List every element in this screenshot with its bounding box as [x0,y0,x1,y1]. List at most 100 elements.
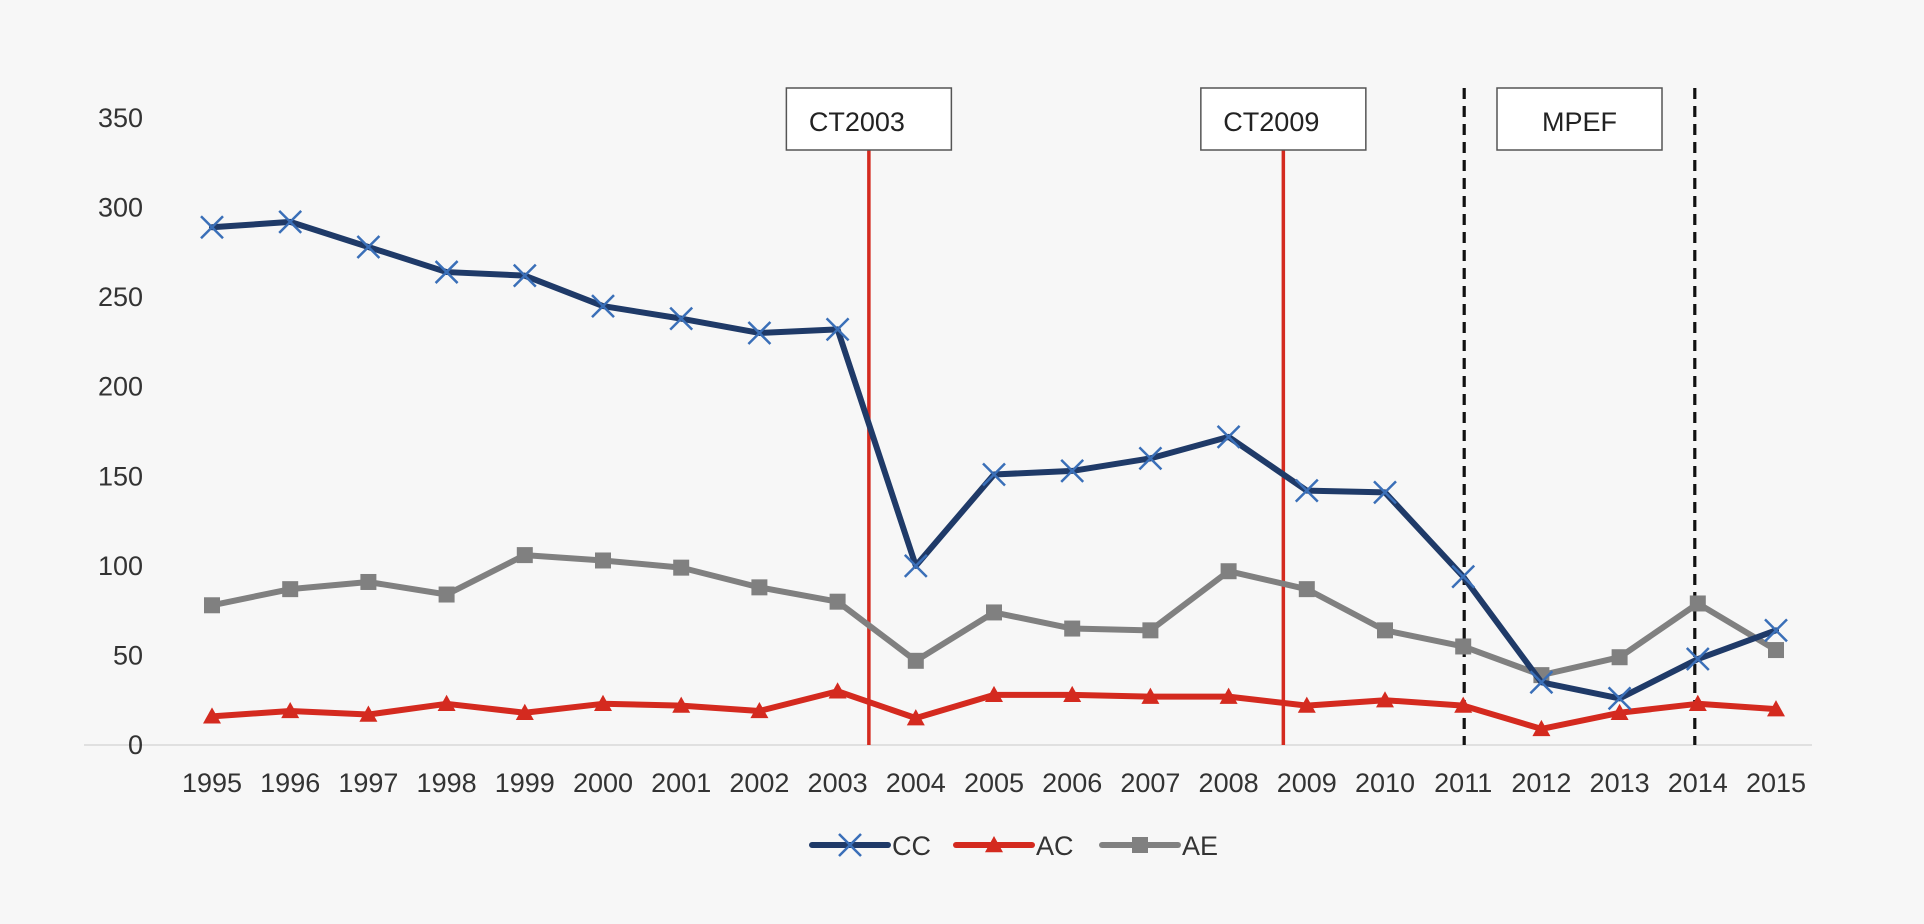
x-tick-label: 2001 [651,768,711,798]
x-tick-label: 1999 [495,768,555,798]
data-point-ac [1610,703,1629,720]
data-point-ae [829,593,846,610]
data-point-cc [591,294,615,318]
data-point-cc [1060,459,1085,483]
x-tick-label: 2008 [1199,768,1259,798]
x-tick-label: 2013 [1590,768,1650,798]
x-tick-label: 2014 [1668,768,1728,798]
x-tick-label: 1998 [417,768,477,798]
data-point-cc [982,462,1006,487]
data-point-cc [1216,424,1241,449]
data-point-ae [1298,581,1315,598]
data-point-ac [1063,685,1082,703]
data-point-cc [825,317,850,342]
data-point-ac [359,705,378,722]
data-point-ae [1064,620,1081,637]
data-point-ae [907,652,924,669]
axes: 0 50 100 150 200 250 300 350 1995 1996 1997 1998 199… [84,103,1812,798]
data-point-ac [1454,696,1473,713]
data-point-ae [516,547,533,564]
x-tick-label: 2007 [1120,768,1180,798]
data-point-ac [828,682,847,699]
data-point-ac [203,707,221,724]
x-tick-label: 2002 [729,768,789,798]
data-point-cc [1294,478,1319,503]
data-point-ae [1377,622,1393,639]
data-point-cc [200,215,224,240]
data-point-ac [594,694,612,711]
x-tick-label: 2000 [573,768,633,798]
data-point-ae [673,559,690,576]
event-label: CT2003 [809,107,905,137]
data-point-ac [281,701,300,719]
series-ae [204,547,1784,684]
data-point-ac [1219,687,1238,704]
data-point-ae [360,573,377,590]
data-point-ac [1297,696,1316,713]
y-tick-label: 150 [98,461,143,491]
data-point-cc [903,553,928,578]
data-point-cc [434,260,459,284]
x-tick-label: 2009 [1277,768,1337,798]
y-tick-label: 250 [98,282,143,312]
y-tick-label: 300 [98,193,143,223]
event-label-box [1200,87,1367,151]
series-ac [203,682,1785,737]
legend-item-ac: AC [953,831,1074,861]
data-point-ac [985,685,1003,703]
data-point-ac [1141,687,1160,704]
data-point-cc [278,210,303,234]
data-point-ac [906,709,925,726]
data-point-cc [356,235,381,259]
data-point-cc [1529,670,1554,695]
x-tick-label: 2005 [964,768,1024,798]
legend-label: AE [1182,831,1218,861]
y-tick-label: 350 [98,103,143,133]
data-point-ac [1767,700,1785,717]
x-tick-label: 1996 [260,768,320,798]
legend-item-cc: CC [809,831,931,861]
x-tick-label: 2015 [1746,768,1806,798]
legend-label: AC [1036,831,1074,861]
event-label-box [785,87,953,151]
y-tick-label: 50 [113,640,143,670]
data-point-cc [669,306,694,331]
x-tick-label: 1997 [338,768,398,798]
annotations: CT2003 CT2009 MPEF [785,87,1697,745]
event-label: CT2009 [1223,107,1319,137]
y-tick-label: 200 [98,372,143,402]
data-point-ae [1142,622,1159,639]
data-point-ac [437,694,456,711]
y-tick-label: 0 [128,730,143,760]
data-point-ae [986,604,1002,621]
x-tick-label: 2011 [1434,768,1492,798]
interval-label-box [1496,87,1663,151]
data-point-cc [512,263,537,288]
data-point-ac [1532,719,1551,737]
series-cc [200,210,1788,711]
plot-area [84,88,1814,873]
x-tick-label: 2012 [1511,768,1571,798]
x-tick-label: 2010 [1355,768,1415,798]
data-point-ae [438,586,455,603]
legend: CC AC AE [809,831,1218,861]
data-point-cc [747,321,772,345]
data-point-ac [750,701,769,719]
data-point-ae [282,581,299,598]
data-point-ae [751,579,768,596]
data-point-cc [1764,618,1788,643]
x-tick-label: 1995 [182,768,242,798]
legend-marker [1132,837,1148,853]
data-point-ae [595,552,611,569]
data-point-cc [1138,446,1163,471]
data-point-ae [204,597,220,614]
x-tick-label: 2003 [808,768,868,798]
x-tick-label: 2006 [1042,768,1102,798]
interval-label: MPEF [1542,107,1617,137]
legend-item-ae: AE [1099,831,1218,861]
data-point-cc [1607,686,1632,711]
legend-marker [838,833,862,857]
data-point-cc [1685,647,1710,671]
